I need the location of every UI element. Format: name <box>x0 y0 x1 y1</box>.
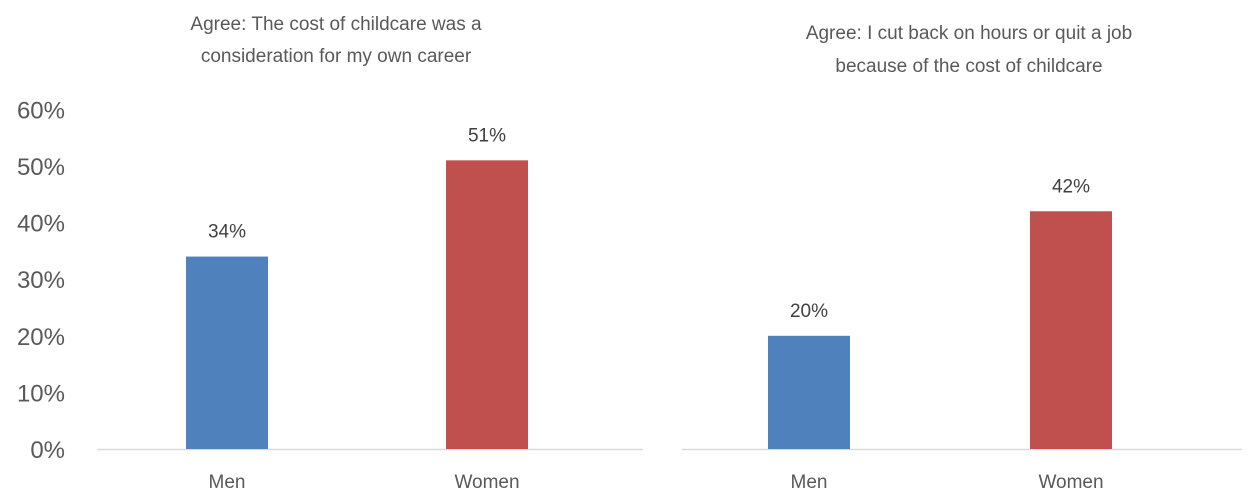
x-category-label: Men <box>209 472 246 493</box>
chart-title-line: because of the cost of childcare <box>835 56 1102 77</box>
data-label: 20% <box>790 301 828 322</box>
x-category-label: Men <box>791 472 828 493</box>
bar-women <box>1030 211 1112 449</box>
chart-title-line: Agree: The cost of childcare was a <box>190 14 482 35</box>
bar-men <box>768 335 850 449</box>
data-label: 42% <box>1052 176 1090 197</box>
chart-title-line: consideration for my own career <box>201 46 472 67</box>
data-label: 34% <box>208 222 246 243</box>
y-tick-label: 10% <box>17 380 65 407</box>
bar-men <box>186 256 268 449</box>
chart-title-line: Agree: I cut back on hours or quit a job <box>806 23 1132 44</box>
x-category-label: Women <box>1038 472 1103 493</box>
x-category-label: Women <box>454 472 519 493</box>
y-tick-label: 30% <box>17 267 65 294</box>
y-tick-label: 60% <box>17 97 65 124</box>
y-tick-label: 0% <box>30 437 65 464</box>
y-tick-label: 40% <box>17 211 65 238</box>
bar-women <box>446 160 528 449</box>
y-tick-label: 20% <box>17 324 65 351</box>
y-tick-label: 50% <box>17 154 65 181</box>
data-label: 51% <box>468 125 506 146</box>
